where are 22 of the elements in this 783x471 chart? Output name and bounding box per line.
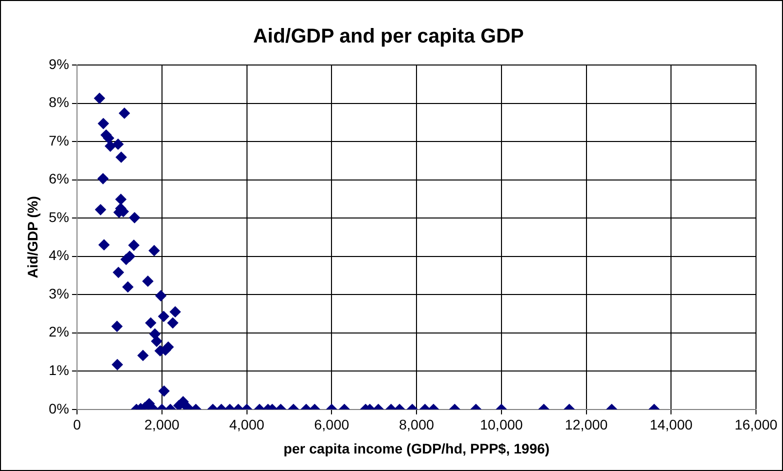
x-tick-label: 6,000: [314, 416, 350, 433]
y-tick-label: 8%: [48, 94, 70, 110]
x-tick-label: 12,000: [564, 416, 608, 433]
x-tick-label: 10,000: [480, 416, 524, 433]
x-tick-label: 2,000: [144, 416, 180, 433]
x-axis-title: per capita income (GDP/hd, PPP$, 1996): [283, 440, 550, 456]
y-axis-title: Aid/GDP (%): [24, 196, 40, 278]
y-tick-label: 1%: [48, 362, 70, 378]
x-tick-label: 4,000: [229, 416, 264, 433]
y-tick-label: 5%: [48, 208, 70, 225]
y-tick-label: 4%: [48, 247, 70, 264]
chart-title: Aid/GDP and per capita GDP: [253, 26, 524, 48]
x-tick-label: 16,000: [734, 416, 778, 433]
y-tick-label: 0%: [48, 400, 70, 416]
x-tick-label: 14,000: [650, 416, 693, 433]
x-tick-label: 0: [73, 416, 82, 433]
x-tick-label: 8,000: [398, 416, 434, 433]
y-tick-label: 9%: [48, 56, 70, 72]
y-tick-label: 2%: [48, 324, 70, 340]
y-tick-label: 3%: [48, 285, 70, 302]
y-tick-label: 6%: [48, 170, 70, 187]
y-tick-label: 7%: [48, 132, 70, 148]
